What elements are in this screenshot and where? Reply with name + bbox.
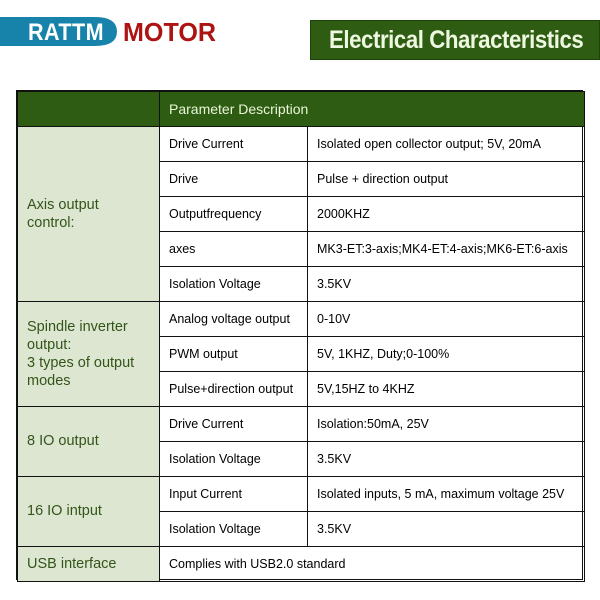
svg-text:RATTM: RATTM (28, 19, 104, 46)
svg-text:MOTOR: MOTOR (123, 17, 216, 47)
